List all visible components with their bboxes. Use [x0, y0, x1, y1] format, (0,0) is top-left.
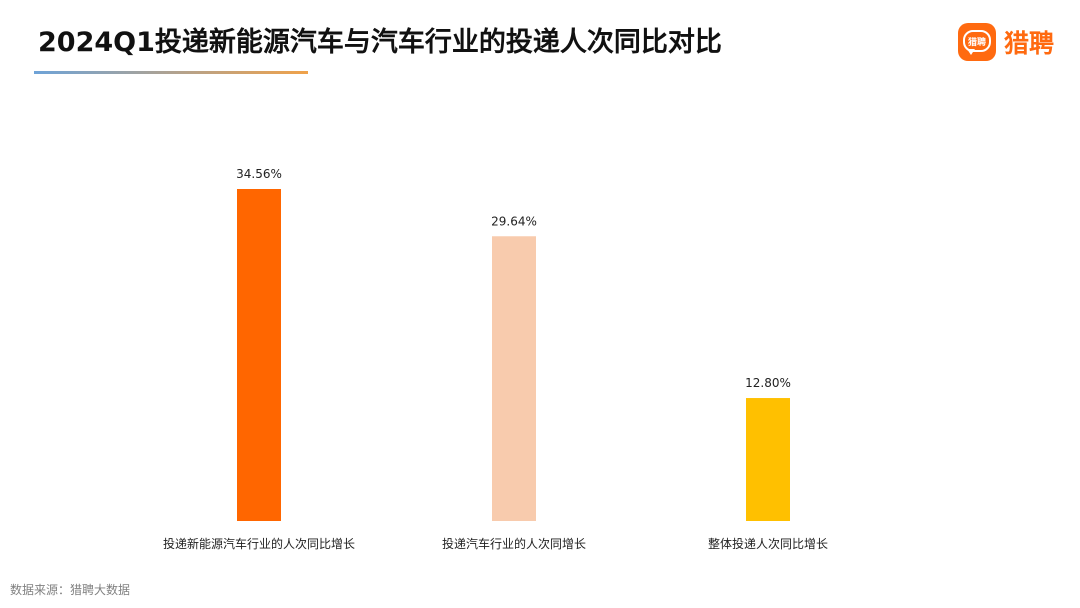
data-label-2: 29.64% — [491, 214, 537, 228]
logo-badge-text: 猎聘 — [962, 30, 991, 52]
title-underline — [34, 71, 308, 74]
category-label-1: 投递新能源汽车行业的人次同比增长 — [163, 536, 355, 551]
bar-3 — [746, 398, 790, 521]
bar-1 — [237, 189, 281, 521]
page-title: 2024Q1投递新能源汽车与汽车行业的投递人次同比对比 — [38, 27, 722, 58]
category-label-3: 整体投递人次同比增长 — [708, 536, 828, 551]
data-label-3: 12.80% — [745, 376, 791, 390]
data-source-note: 数据来源：猎聘大数据 — [10, 583, 131, 597]
liepin-logo: 猎聘 猎聘 — [957, 22, 1054, 62]
logo-text: 猎聘 — [1003, 29, 1054, 58]
bar-2 — [492, 236, 536, 521]
data-label-1: 34.56% — [236, 167, 282, 181]
chat-bubble-icon: 猎聘 — [957, 23, 996, 61]
category-label-2: 投递汽车行业的人次同增长 — [442, 536, 586, 551]
